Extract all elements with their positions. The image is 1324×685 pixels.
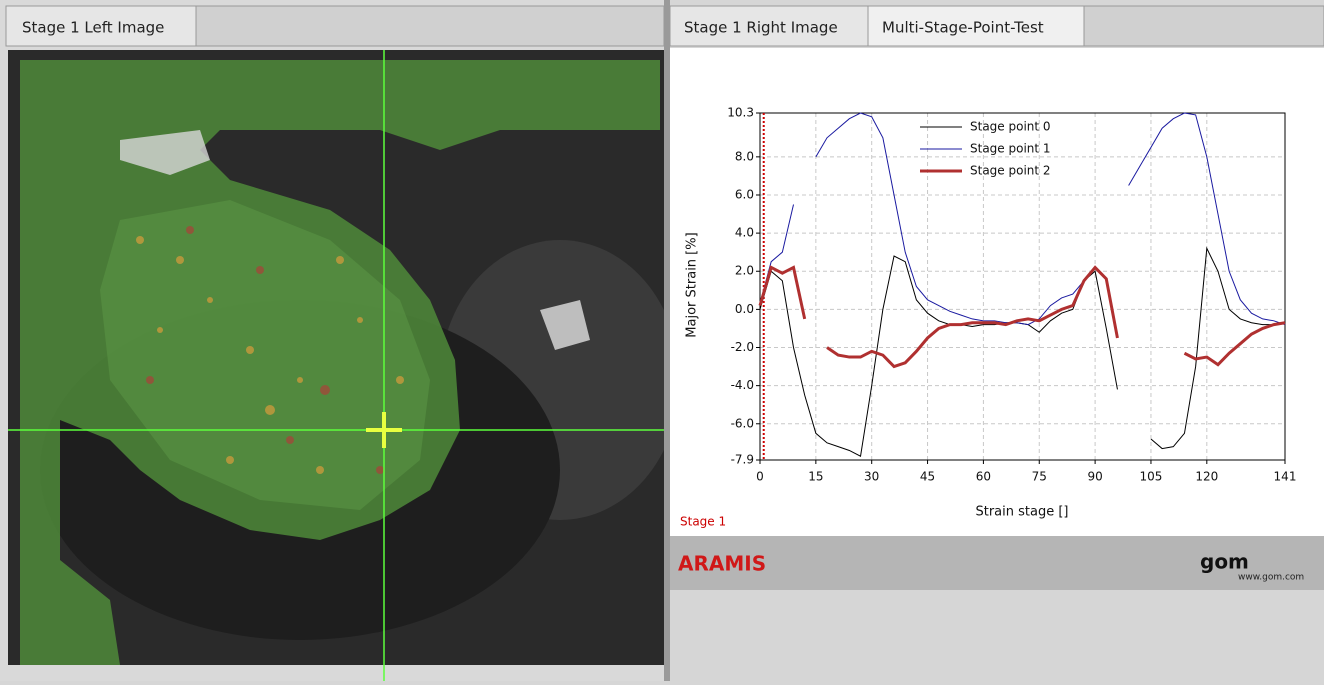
x-tick-label: 105 xyxy=(1140,470,1163,484)
y-tick-label: -2.0 xyxy=(731,340,754,354)
tab-strip xyxy=(1084,6,1324,46)
x-tick-label: 75 xyxy=(1032,470,1047,484)
y-tick-label: 6.0 xyxy=(735,187,754,201)
logo-url: www.gom.com xyxy=(1238,573,1304,583)
logo: gom xyxy=(1200,550,1249,574)
y-axis-title: Major Strain [%] xyxy=(685,232,700,337)
y-tick-label: 2.0 xyxy=(735,264,754,278)
x-tick-label: 30 xyxy=(864,470,879,484)
splitter[interactable] xyxy=(664,0,670,681)
x-axis-title: Strain stage [] xyxy=(975,505,1068,520)
y-tick-label: -6.0 xyxy=(731,416,754,430)
tab-label: Stage 1 Right Image xyxy=(684,19,838,37)
x-tick-label: 90 xyxy=(1087,470,1102,484)
y-tick-label: -4.0 xyxy=(731,378,754,392)
screen: Stage 1 Left Image Stage 1 Right Image M… xyxy=(0,0,1324,681)
x-tick-label: 0 xyxy=(756,470,764,484)
x-tick-label: 60 xyxy=(976,470,991,484)
tab-label: Stage 1 Left Image xyxy=(22,19,164,37)
camera-image xyxy=(8,50,680,681)
blank-area xyxy=(670,590,1324,681)
tab-strip xyxy=(196,6,664,46)
y-tick-label: -7.9 xyxy=(731,453,754,467)
legend-label: Stage point 2 xyxy=(970,164,1051,178)
x-tick-label: 141 xyxy=(1274,470,1297,484)
y-tick-label: 4.0 xyxy=(735,226,754,240)
y-tick-label: 8.0 xyxy=(735,149,754,163)
legend-label: Stage point 0 xyxy=(970,120,1051,134)
tab-label: Multi-Stage-Point-Test xyxy=(882,19,1044,37)
y-tick-label: 10.3 xyxy=(727,106,754,120)
x-tick-label: 120 xyxy=(1195,470,1218,484)
y-tick-label: 0.0 xyxy=(735,302,754,316)
stage-label: Stage 1 xyxy=(680,515,726,529)
brand: ARAMIS xyxy=(678,552,766,576)
legend-label: Stage point 1 xyxy=(970,142,1051,156)
x-tick-label: 45 xyxy=(920,470,935,484)
x-tick-label: 15 xyxy=(808,470,823,484)
page: {"left_tabs": ["Stage 1 Left Image"], "r… xyxy=(0,0,1324,681)
